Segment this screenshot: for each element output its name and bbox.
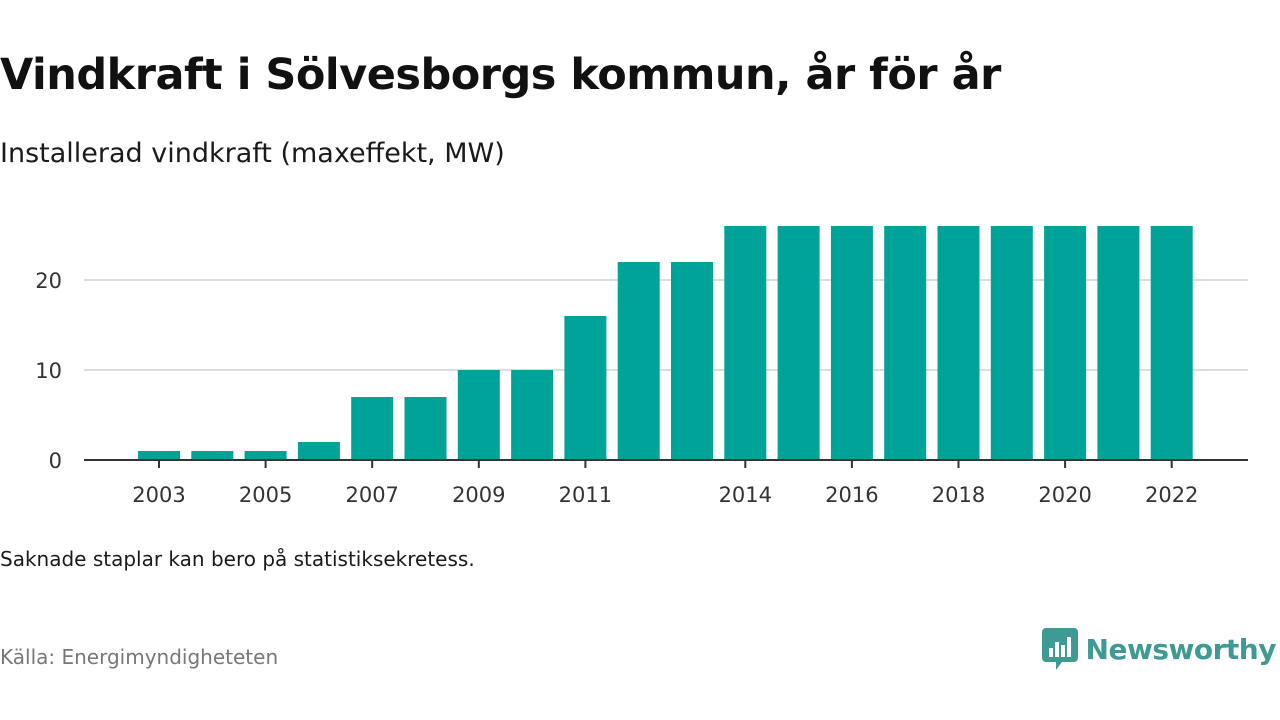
bar-2013 <box>671 262 713 460</box>
brand-name: Newsworthy <box>1085 632 1277 666</box>
source-text: Källa: Energimyndigheteten <box>0 645 279 669</box>
bar-2003 <box>138 451 180 460</box>
bar-2007 <box>351 397 394 460</box>
brand-logo: Newsworthy <box>1041 628 1277 670</box>
x-tick-label: 2005 <box>239 483 292 507</box>
bar-2020 <box>1044 226 1087 460</box>
x-tick-label: 2016 <box>825 483 878 507</box>
x-tick-label: 2009 <box>452 483 505 507</box>
y-tick-label: 20 <box>35 269 62 293</box>
newsworthy-logo-icon <box>1041 628 1078 670</box>
bar-2008 <box>404 397 447 460</box>
bar-2021 <box>1097 226 1140 460</box>
bar-2017 <box>884 226 927 460</box>
bar-2014 <box>724 226 767 460</box>
x-tick-label: 2011 <box>559 483 612 507</box>
bar-2005 <box>244 451 287 460</box>
x-tick-label: 2007 <box>345 483 398 507</box>
x-tick-label: 2018 <box>932 483 985 507</box>
chart-title: Vindkraft i Sölvesborgs kommun, år för å… <box>0 50 1001 100</box>
bar-2011 <box>564 316 607 460</box>
chart-subtitle: Installerad vindkraft (maxeffekt, MW) <box>0 138 505 169</box>
x-tick-label: 2022 <box>1145 483 1198 507</box>
bar-2006 <box>297 442 340 460</box>
bar-2022 <box>1150 226 1193 460</box>
x-tick-label: 2014 <box>719 483 772 507</box>
x-tick-label: 2003 <box>132 483 185 507</box>
bar-2004 <box>191 451 234 460</box>
x-tick-label: 2020 <box>1038 483 1091 507</box>
bar-2018 <box>937 226 980 460</box>
y-tick-label: 10 <box>35 359 62 383</box>
bar-2012 <box>617 262 660 460</box>
x-axis-labels: 2003 2005 2007 2009 2011 2014 2016 2018 2020 2022 <box>132 483 1198 507</box>
bar-2019 <box>990 226 1033 460</box>
bar-2010 <box>511 370 554 460</box>
bars <box>138 226 1193 460</box>
footnote: Saknade staplar kan bero på statistiksek… <box>0 547 475 571</box>
bar-2015 <box>777 226 820 460</box>
x-axis <box>84 459 1248 468</box>
bar-2009 <box>457 370 500 460</box>
y-tick-label: 0 <box>49 449 62 473</box>
y-axis-labels: 0 10 20 <box>35 269 62 473</box>
bar-2016 <box>830 226 873 460</box>
